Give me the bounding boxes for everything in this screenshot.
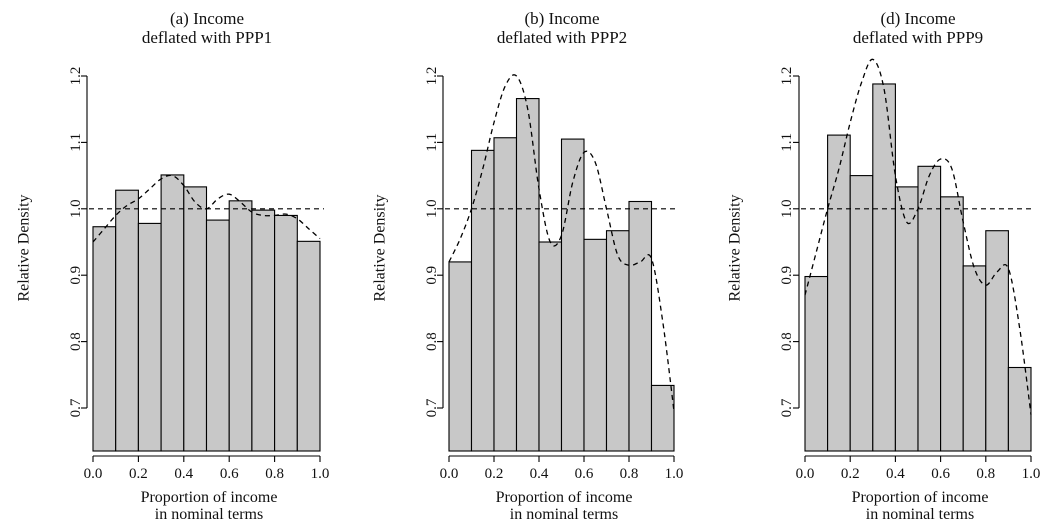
chart-title-line: (a) Income [170,9,244,28]
x-tick-label: 0.2 [841,466,860,482]
chart-title-line: deflated with PPP9 [853,28,983,47]
x-tick-label: 0.8 [976,466,995,482]
x-tick-label: 0.0 [796,466,815,482]
x-axis-label-line: in nominal terms [866,506,974,523]
chart-title-line: deflated with PPP1 [142,28,272,47]
x-axis-label-line: in nominal terms [155,506,263,523]
x-tick-label: 0.2 [485,466,504,482]
histogram-bar [583,238,608,452]
x-tick-label: 0.4 [886,466,905,482]
y-tick-label: 0.8 [424,332,440,351]
histogram-bar [92,226,117,452]
x-tick-label: 0.6 [220,466,239,482]
y-tick-label: 0.7 [424,398,440,417]
y-tick-label: 0.9 [68,266,84,285]
x-tick-label: 0.6 [931,466,950,482]
x-tick-label: 0.8 [265,466,284,482]
x-tick-label: 1.0 [311,466,330,482]
chart-title-line: deflated with PPP2 [497,28,627,47]
histogram-bar [115,189,139,452]
y-tick-label: 0.8 [68,332,84,351]
histogram-bar [940,196,964,452]
x-tick-label: 0.4 [530,466,549,482]
density-curve [448,74,675,412]
histogram-bar [251,209,276,452]
histogram-bar [827,134,851,452]
x-tick-label: 0.8 [620,466,639,482]
x-axis-label-line: Proportion of income [496,489,633,506]
y-tick-label: 0.9 [779,266,795,285]
y-tick-label: 0.9 [424,266,440,285]
histogram-bar [985,230,1009,452]
histogram-bar [296,240,321,452]
chart-title-line: (b) Income [524,9,599,28]
histogram-bar [849,175,874,452]
density-curve [804,58,1032,415]
histogram-bar [183,186,208,452]
histogram-bar [650,384,675,452]
histogram-bar [894,186,919,452]
histogram-bar [804,275,829,452]
x-tick-label: 0.4 [174,466,193,482]
y-tick-label: 0.7 [779,398,795,417]
y-axis-label: Relative Density [727,194,744,301]
y-tick-label: 1.1 [779,133,795,152]
histogram-bar [228,200,253,452]
y-tick-label: 1.2 [68,67,84,86]
histogram-bar [538,241,563,452]
x-axis-label-line: Proportion of income [141,489,278,506]
y-tick-label: 1.0 [779,199,795,218]
x-tick-label: 0.2 [129,466,148,482]
y-tick-label: 0.8 [779,332,795,351]
chart-title-line: (d) Income [880,9,955,28]
y-axis-label: Relative Density [16,194,33,301]
histogram-bar [962,265,987,452]
x-tick-label: 0.0 [84,466,103,482]
x-tick-label: 0.6 [575,466,594,482]
histogram-bar [628,200,653,452]
histogram-bar [160,174,185,452]
histogram-bar [137,222,162,452]
y-tick-label: 1.2 [779,67,795,86]
x-axis-label-line: in nominal terms [510,506,618,523]
x-tick-label: 1.0 [1022,466,1041,482]
y-tick-label: 1.0 [68,199,84,218]
y-tick-label: 1.2 [424,67,440,86]
histogram-bar [470,149,495,452]
histogram-bar [493,137,518,452]
density-curve [92,174,321,243]
histogram-bar [274,214,298,452]
histogram-bar [1007,366,1032,452]
histogram-bar [205,219,230,452]
y-tick-label: 1.1 [68,133,84,152]
histogram-bar [448,261,473,452]
x-axis-label-line: Proportion of income [852,489,989,506]
histogram-bar [872,83,896,452]
x-tick-label: 1.0 [665,466,684,482]
y-tick-label: 1.0 [424,199,440,218]
histogram-bar [560,138,585,452]
y-tick-label: 0.7 [68,398,84,417]
y-axis-label: Relative Density [372,194,389,301]
y-tick-label: 1.1 [424,133,440,152]
x-tick-label: 0.0 [440,466,459,482]
histogram-bar [515,98,540,452]
